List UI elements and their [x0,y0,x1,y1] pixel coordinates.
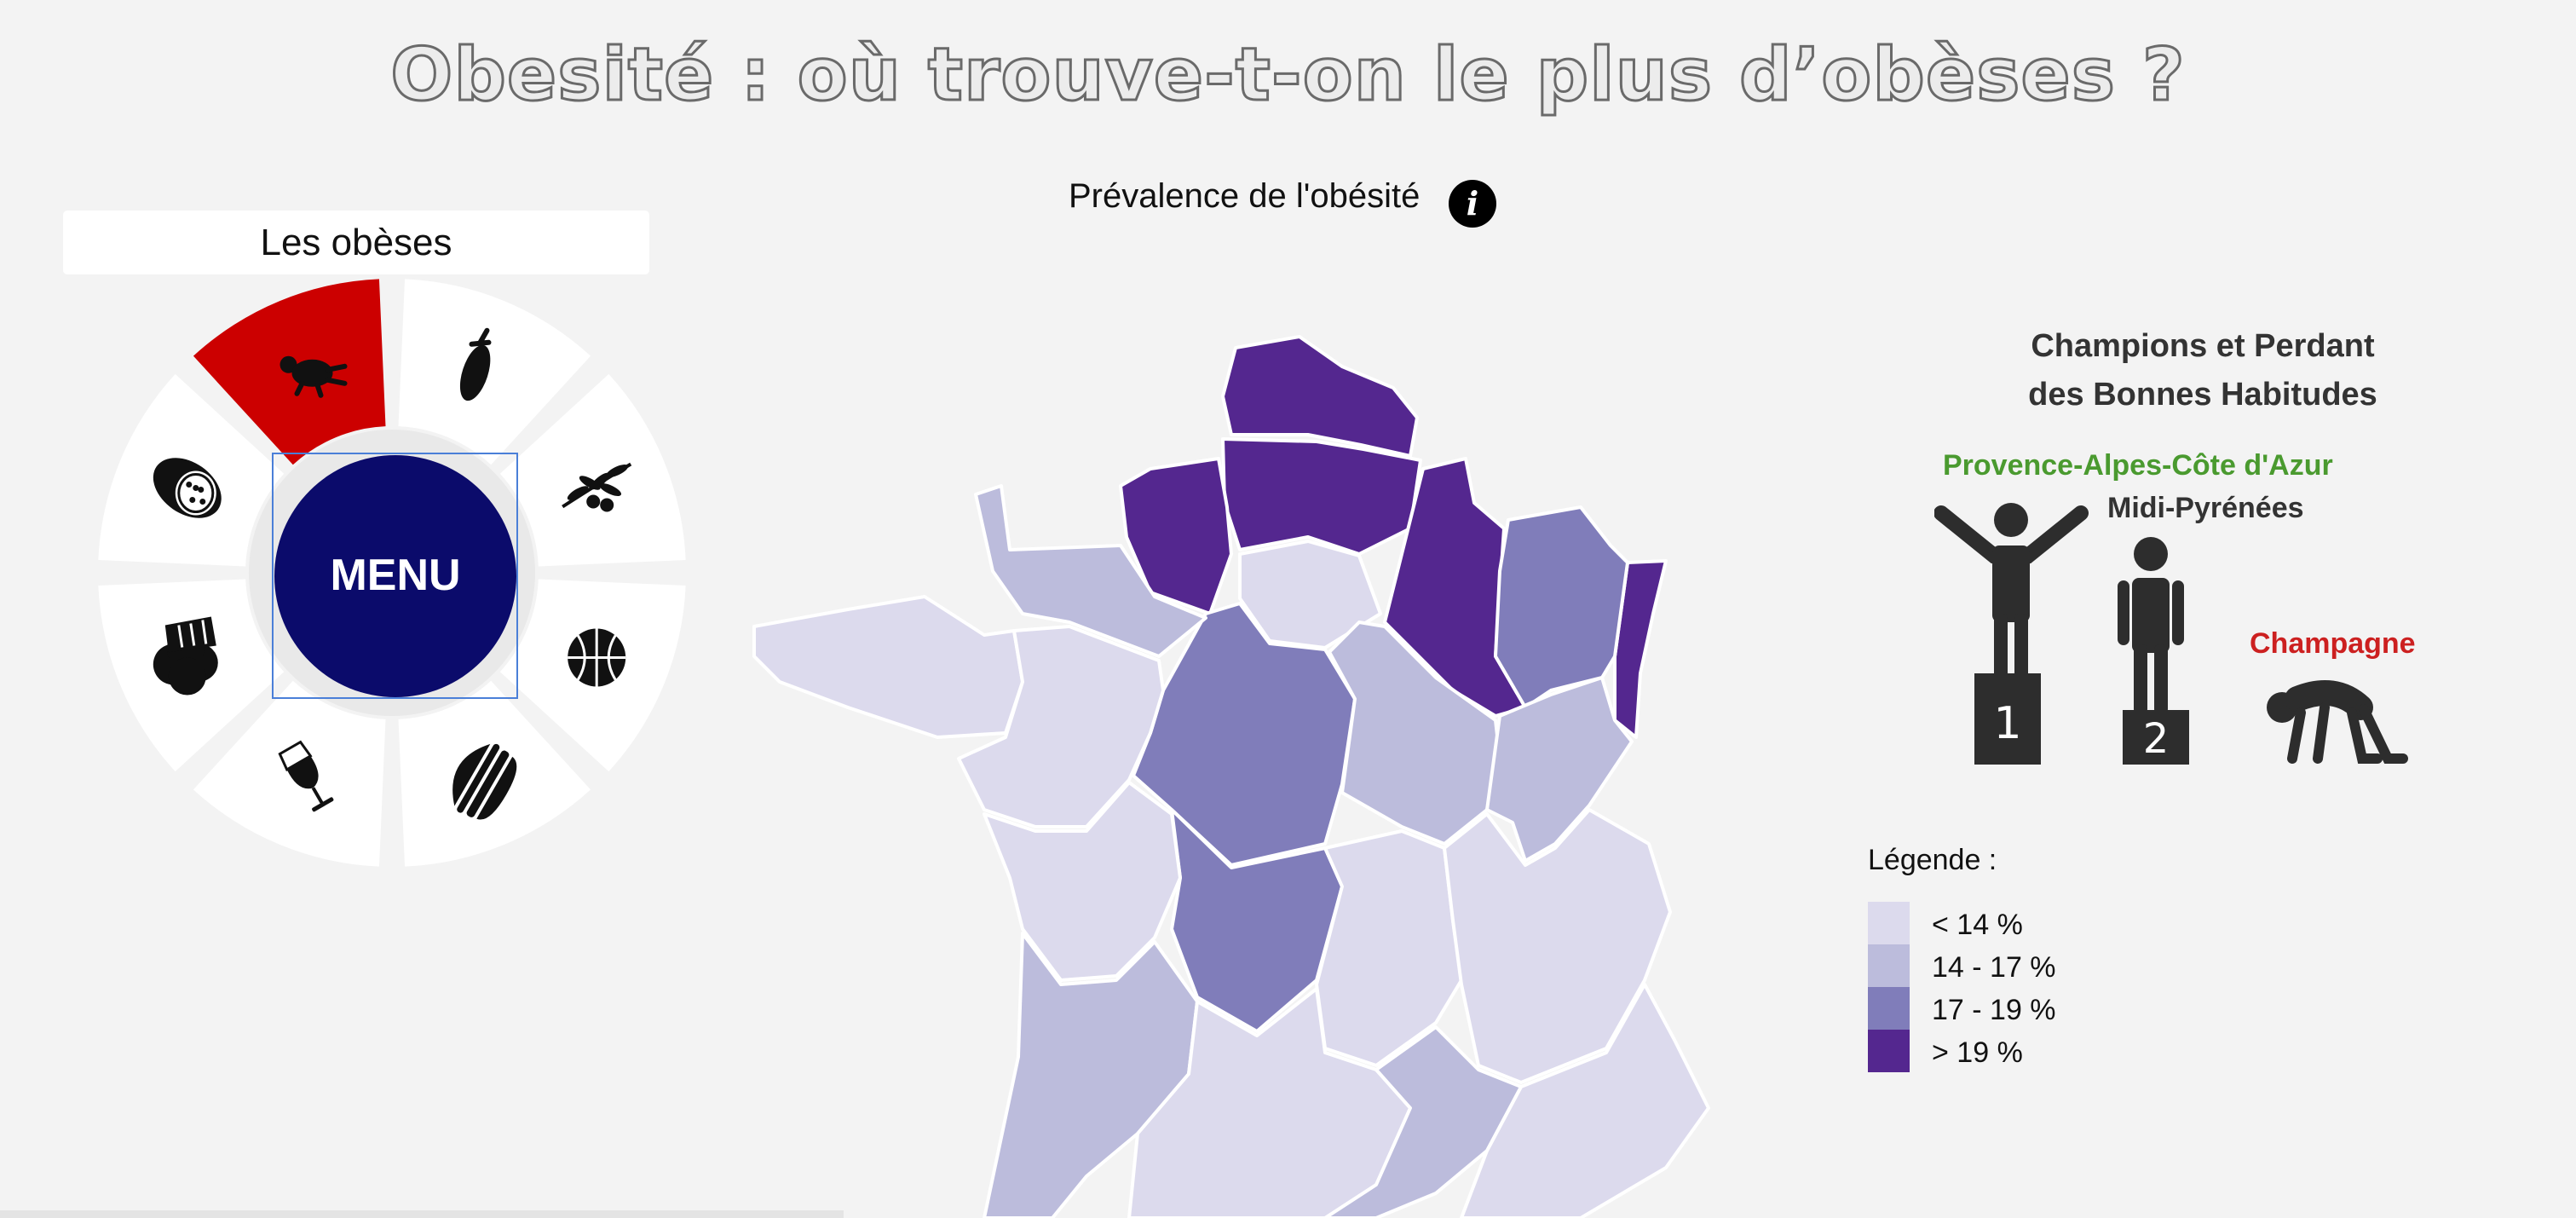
last-place-region: Champagne [2250,627,2416,660]
radial-menu: MENU [98,279,686,867]
menu-header: Les obèses [63,211,649,274]
wine-glass-icon [278,740,334,812]
podium-graphic: 1 2 [1934,503,2408,765]
region-provence-alpes-cote-d-azur[interactable] [1460,983,1710,1218]
region-franche-comte[interactable] [1485,676,1634,863]
horizontal-scrollbar[interactable] [0,1210,844,1218]
podium-title-line2: des Bonnes Habitudes [2028,377,2377,413]
menu-segment-eggplant[interactable] [398,279,591,465]
region-pays-de-la-loire[interactable] [957,625,1165,828]
menu-button[interactable] [274,455,516,697]
region-haute-normandie[interactable] [1119,457,1233,615]
cheese-icon [153,616,218,696]
legend-title: Légende : [1868,844,1997,876]
region-nord-pas-de-calais[interactable] [1221,335,1419,458]
radial-menu-segments [98,279,686,867]
map-title: Prévalence de l'obésité [1069,177,1421,215]
region-basse-normandie[interactable] [974,484,1207,658]
podium-title-line1: Champions et Perdant [2031,328,2375,364]
sausage-icon [153,458,222,518]
legend-swatch [1868,1030,1910,1072]
legend-swatch [1868,944,1910,987]
first-place-region: Provence-Alpes-Côte d'Azur [1943,449,2333,482]
info-icon[interactable]: i [1449,180,1496,228]
podium-title: Champions et Perdant des Bonnes Habitude… [1951,322,2454,419]
region-picardie[interactable] [1221,437,1422,556]
region-bretagne[interactable] [752,595,1024,739]
second-place-number: 2 [2143,715,2170,763]
region-limousin[interactable] [1170,808,1344,1033]
second-place-region: Midi-Pyrénées [2107,492,2304,524]
legend-label: 14 - 17 % [1932,951,2056,984]
eggplant-icon [459,327,492,401]
basketball-icon [568,628,626,687]
crawling-figure-icon [2267,679,2408,764]
region-auvergne[interactable] [1315,829,1463,1067]
menu-focus-outline [272,453,518,699]
second-place-figure-icon [2118,537,2184,714]
obese-person-icon [279,355,348,398]
region-languedoc-roussillon[interactable] [1323,1025,1523,1218]
france-choropleth-map [752,335,1710,1218]
region-rhone-alpes[interactable] [1443,808,1672,1084]
first-place-step [1974,673,2041,765]
legend-label: 17 - 19 % [1932,994,2056,1026]
region-poitou-charentes[interactable] [983,781,1182,982]
first-place-figure-icon [1934,503,2089,699]
region-lorraine[interactable] [1494,505,1629,709]
first-place-number: 1 [1993,698,2021,749]
legend-swatch [1868,902,1910,944]
menu-segment-olive-branch[interactable] [499,373,686,567]
legend-swatch [1868,987,1910,1030]
burger-icon [452,743,517,820]
region-bourgogne[interactable] [1328,621,1501,846]
legend-label: < 14 % [1932,909,2023,941]
region-alsace[interactable] [1613,559,1668,739]
legend-label: > 19 % [1932,1036,2023,1069]
menu-button-label: MENU [330,551,460,600]
page-title: Obesité : où trouve-t-on le plus d’obèse… [389,32,2186,119]
olive-branch-icon [562,462,632,512]
second-place-step [2123,710,2189,765]
